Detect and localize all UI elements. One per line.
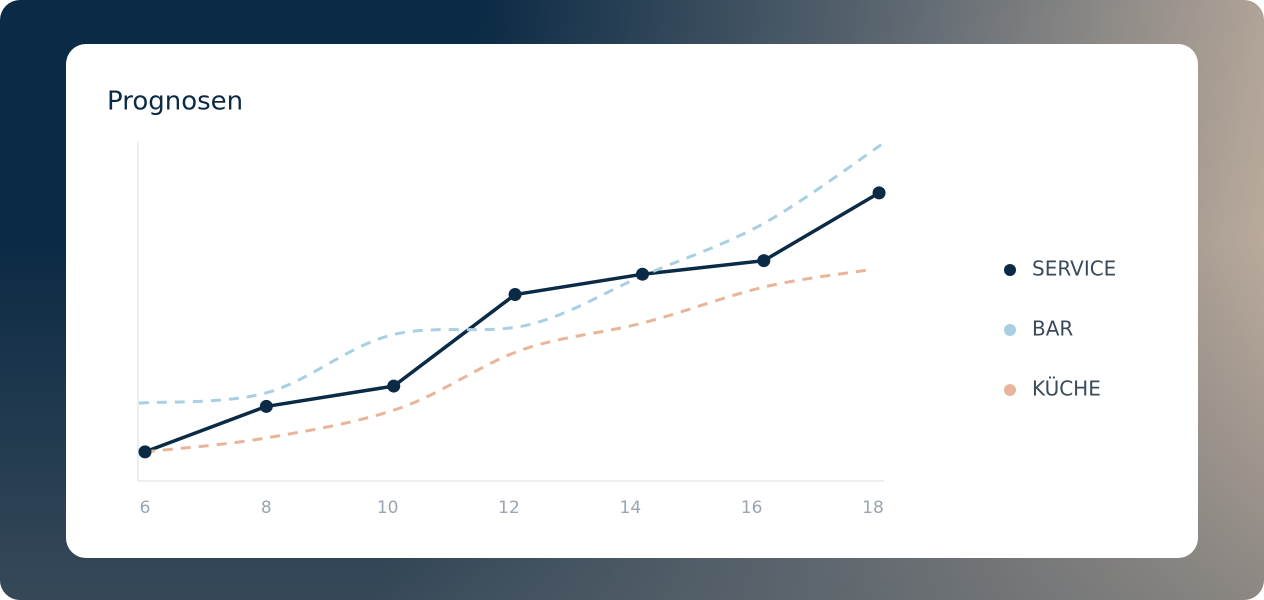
data-point bbox=[635, 267, 649, 281]
x-tick-label: 10 bbox=[377, 498, 399, 518]
legend-label: KÜCHE bbox=[1032, 377, 1101, 401]
series-line bbox=[144, 191, 880, 454]
data-point bbox=[872, 186, 886, 200]
x-tick-label: 18 bbox=[862, 498, 884, 518]
chart-title: Prognosen bbox=[107, 87, 243, 117]
data-point bbox=[757, 254, 771, 268]
x-tick-label: 16 bbox=[741, 498, 763, 518]
x-tick-label: 12 bbox=[498, 498, 520, 518]
legend-marker bbox=[1004, 264, 1016, 276]
series-line bbox=[138, 140, 886, 405]
legend-marker bbox=[1004, 384, 1016, 396]
legend-label: SERVICE bbox=[1032, 257, 1116, 281]
x-tick-label: 8 bbox=[261, 498, 272, 518]
x-tick-label: 14 bbox=[620, 498, 642, 518]
data-point bbox=[508, 288, 522, 302]
data-point bbox=[138, 445, 152, 459]
legend-marker bbox=[1004, 324, 1016, 336]
legend-label: BAR bbox=[1032, 317, 1073, 341]
data-point bbox=[259, 399, 273, 413]
data-point bbox=[387, 379, 401, 393]
card bbox=[66, 44, 1198, 558]
series-line bbox=[144, 268, 868, 454]
x-tick-label: 6 bbox=[140, 498, 151, 518]
